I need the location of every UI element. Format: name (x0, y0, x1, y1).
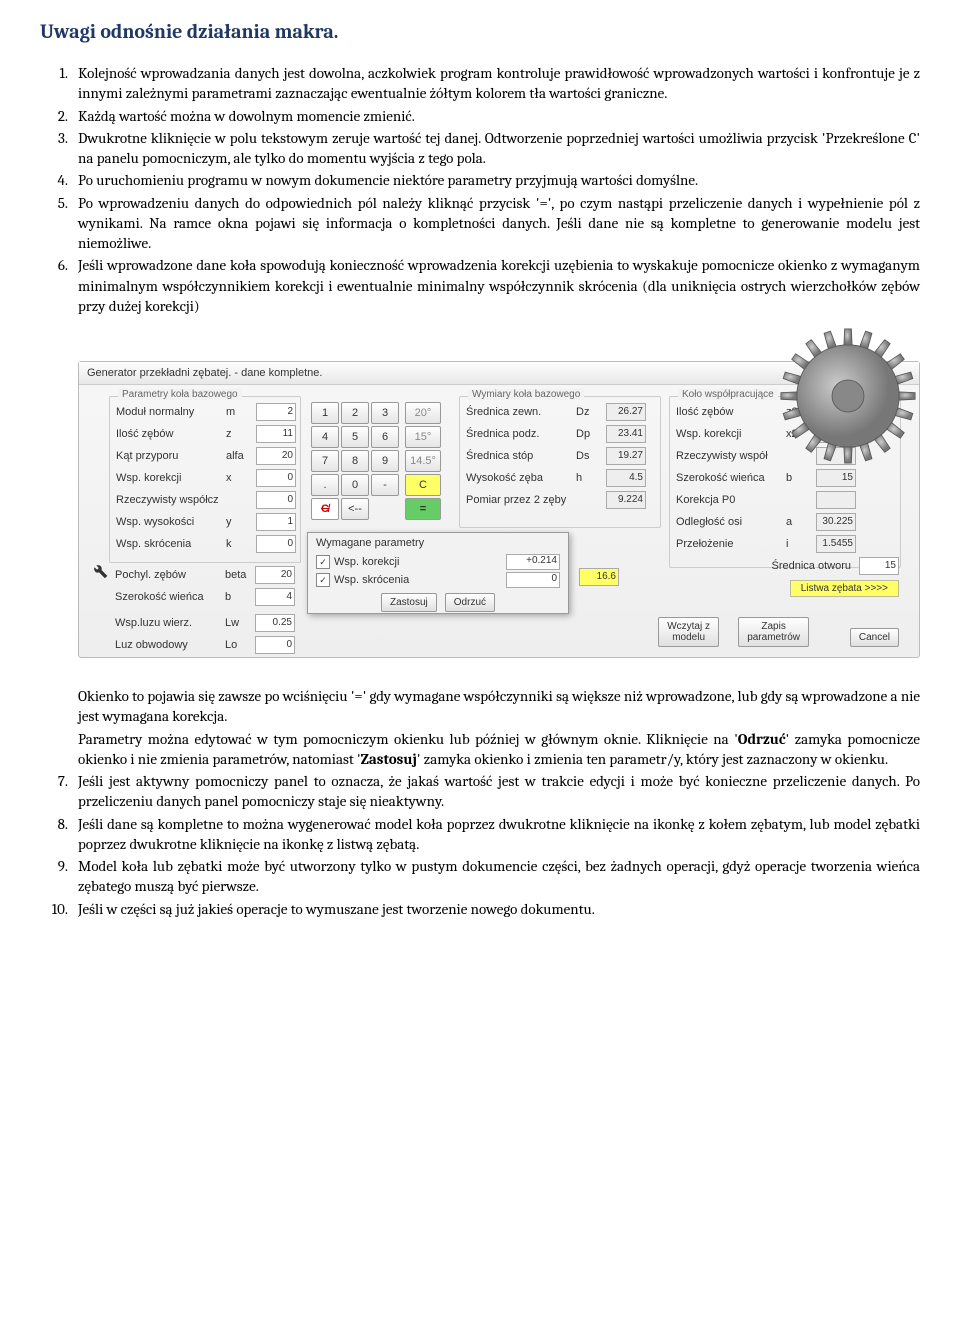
load-from-model-button[interactable]: Wczytaj z modelu (658, 617, 719, 647)
list-item: 5.Po wprowadzeniu danych do odpowiednich… (40, 193, 920, 254)
param-row: Wsp. korekcjix0 (110, 467, 300, 489)
param-input[interactable]: 11 (256, 425, 296, 443)
param-row: Szerokość wieńcab4 (109, 586, 299, 608)
popup-row-korekcji: ✓ Wsp. korekcji +0.214 (308, 553, 568, 571)
param-row: Średnica stópDs19.27 (460, 445, 660, 467)
param-input: 1.5455 (816, 535, 856, 553)
param-input: 4.5 (606, 469, 646, 487)
zastosuj-button[interactable]: Zastosuj (381, 593, 437, 612)
list-item: 9.Model koła lub zębatki może być utworz… (40, 856, 920, 897)
value-highlight: 16.6 (579, 568, 619, 586)
key-equals[interactable]: = (405, 498, 441, 520)
key-0[interactable]: 0 (341, 474, 369, 496)
key-angle-15[interactable]: 15° (405, 426, 441, 448)
popup-input-korekcji[interactable]: +0.214 (506, 554, 560, 570)
param-row: Odległość osia30.225 (670, 511, 900, 533)
param-row: Średnica podz.Dp23.41 (460, 423, 660, 445)
param-input: 30.225 (816, 513, 856, 531)
key-minus[interactable]: - (371, 474, 399, 496)
param-input[interactable]: 20 (255, 566, 295, 584)
key-3[interactable]: 3 (371, 402, 399, 424)
gear-icon (768, 316, 928, 476)
checkbox-icon[interactable]: ✓ (316, 555, 330, 569)
param-input[interactable]: 20 (256, 447, 296, 465)
ordered-list-1: 1.Kolejność wprowadzania danych jest dow… (40, 63, 920, 316)
param-row: Średnica zewn.Dz26.27 (460, 401, 660, 423)
param-input: 23.41 (606, 425, 646, 443)
ordered-list-2: 7.Jeśli jest aktywny pomocniczy panel to… (40, 771, 920, 919)
popup-input-skrocenia[interactable]: 0 (506, 572, 560, 588)
param-row: Wsp. wysokościy1 (110, 511, 300, 533)
groupbox-base-dims: Wymiary koła bazowego Średnica zewn.Dz26… (459, 396, 661, 528)
key-dot[interactable]: . (311, 474, 339, 496)
list-item: 8.Jeśli dane są kompletne to można wygen… (40, 814, 920, 855)
bore-diameter-input[interactable]: 15 (859, 557, 899, 575)
key-clear[interactable]: C (405, 474, 441, 496)
list-item: 6.Jeśli wprowadzone dane koła spowodują … (40, 255, 920, 316)
param-input[interactable]: 2 (256, 403, 296, 421)
key-8[interactable]: 8 (341, 450, 369, 472)
param-row: Rzeczywisty współcz0 (110, 489, 300, 511)
wrench-icon (89, 560, 109, 580)
continuation-text: Okienko to pojawia się zawsze po wciśnię… (40, 686, 920, 769)
odrzuc-button[interactable]: Odrzuć (445, 593, 495, 612)
key-7[interactable]: 7 (311, 450, 339, 472)
cancel-button[interactable]: Cancel (850, 628, 899, 647)
key-back[interactable]: <-- (341, 498, 369, 520)
popup-row-skrocenia: ✓ Wsp. skrócenia 0 (308, 571, 568, 589)
param-input[interactable]: 0 (255, 636, 295, 654)
param-input[interactable]: 0 (256, 469, 296, 487)
list-item: 7.Jeśli jest aktywny pomocniczy panel to… (40, 771, 920, 812)
key-9[interactable]: 9 (371, 450, 399, 472)
key-2[interactable]: 2 (341, 402, 369, 424)
key-angle-20[interactable]: 20° (405, 402, 441, 424)
key-angle-145[interactable]: 14.5° (405, 450, 441, 472)
app-screenshot: Generator przekładni zębatej. - dane kom… (78, 331, 918, 671)
key-undo-c[interactable]: C̸ (311, 498, 339, 520)
param-input[interactable]: 0 (256, 535, 296, 553)
list-item: 1.Kolejność wprowadzania danych jest dow… (40, 63, 920, 104)
checkbox-icon[interactable]: ✓ (316, 573, 330, 587)
list-item: 2.Każdą wartość można w dowolnym momenci… (40, 106, 920, 126)
param-input: 9.224 (606, 491, 646, 509)
required-params-popup: Wymagane parametry ✓ Wsp. korekcji +0.21… (307, 532, 569, 614)
popup-title: Wymagane parametry (308, 533, 568, 553)
param-input: 26.27 (606, 403, 646, 421)
doc-title: Uwagi odnośnie działania makra. (40, 20, 920, 43)
param-row: Wysokość zębah4.5 (460, 467, 660, 489)
param-row: Wsp.luzu wierz.Lw0.25 (109, 612, 299, 634)
param-input[interactable]: 0.25 (255, 614, 295, 632)
param-row: Korekcja P0 (670, 489, 900, 511)
param-row: Pochyl. zębówbeta20 (109, 564, 299, 586)
param-row: Luz obwodowyLo0 (109, 634, 299, 656)
param-input[interactable]: 1 (256, 513, 296, 531)
param-row: Wsp. skróceniak0 (110, 533, 300, 555)
param-input (816, 491, 856, 509)
bore-diameter-row: Średnica otworu 15 (772, 557, 900, 575)
key-6[interactable]: 6 (371, 426, 399, 448)
param-input[interactable]: 0 (256, 491, 296, 509)
list-item: 10.Jeśli w części są już jakieś operacje… (40, 899, 920, 919)
param-row: Moduł normalnym2 (110, 401, 300, 423)
param-row: Przełożeniei1.5455 (670, 533, 900, 555)
key-5[interactable]: 5 (341, 426, 369, 448)
param-row: Kąt przyporualfa20 (110, 445, 300, 467)
rack-button[interactable]: Listwa zębata >>>> (790, 580, 899, 597)
list-item: 4.Po uruchomieniu programu w nowym dokum… (40, 170, 920, 190)
key-4[interactable]: 4 (311, 426, 339, 448)
param-input: 19.27 (606, 447, 646, 465)
groupbox-base-params: Parametry koła bazowego Moduł normalnym2… (109, 396, 301, 563)
list-item: 3.Dwukrotne kliknięcie w polu tekstowym … (40, 128, 920, 169)
param-row: Ilość zębówz11 (110, 423, 300, 445)
key-1[interactable]: 1 (311, 402, 339, 424)
param-row: Pomiar przez 2 zęby9.224 (460, 489, 660, 511)
save-params-button[interactable]: Zapis parametrów (738, 617, 809, 647)
param-input[interactable]: 4 (255, 588, 295, 606)
